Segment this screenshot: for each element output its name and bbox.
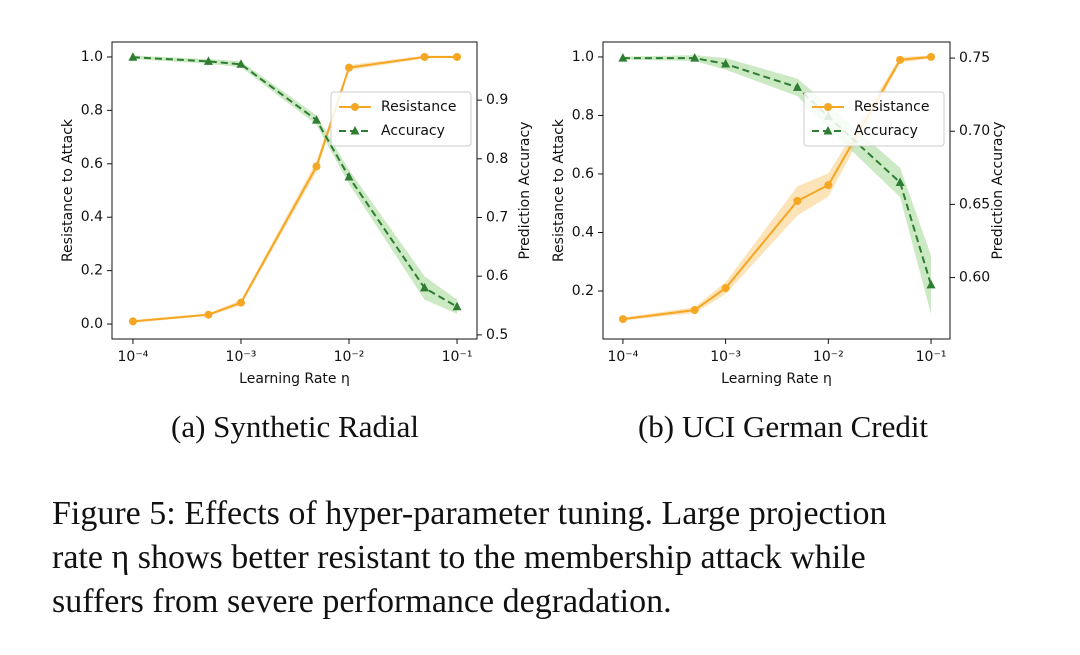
legend-label: Resistance bbox=[854, 99, 929, 115]
marker bbox=[420, 52, 429, 61]
y2-axis-label: Prediction Accuracy bbox=[990, 122, 1006, 260]
y2-tick-label: 0.60 bbox=[959, 270, 990, 286]
y-tick-label: 1.0 bbox=[81, 49, 103, 65]
x-tick-label: 10⁻⁴ bbox=[607, 349, 638, 365]
x-axis-label: Learning Rate η bbox=[239, 371, 350, 387]
marker bbox=[618, 53, 628, 62]
y-tick-label: 0.6 bbox=[572, 166, 594, 182]
y-tick-label: 0.6 bbox=[81, 156, 103, 172]
marker bbox=[203, 56, 213, 65]
marker bbox=[452, 301, 462, 311]
marker bbox=[128, 317, 137, 326]
y2-tick-label: 0.70 bbox=[959, 123, 990, 139]
y-tick-label: 0.8 bbox=[81, 102, 103, 118]
plot-frame bbox=[111, 41, 478, 340]
legend-marker bbox=[824, 103, 832, 111]
x-tick-label: 10⁻³ bbox=[226, 349, 257, 365]
marker bbox=[721, 284, 730, 293]
marker bbox=[236, 298, 245, 307]
marker bbox=[690, 53, 700, 62]
y-tick-label: 0.8 bbox=[572, 107, 594, 123]
y2-tick-label: 0.6 bbox=[486, 268, 508, 284]
marker bbox=[927, 52, 936, 61]
marker bbox=[312, 162, 321, 171]
subcaption: (b) UCI German Credit bbox=[638, 409, 928, 444]
marker bbox=[128, 52, 138, 61]
marker bbox=[895, 177, 905, 186]
legend-box bbox=[803, 91, 945, 147]
figure-caption: suffers from severe performance degradat… bbox=[52, 583, 672, 620]
marker bbox=[420, 282, 430, 292]
legend-marker bbox=[350, 126, 360, 135]
y2-tick-label: 0.8 bbox=[486, 151, 508, 167]
y-axis-label: Resistance to Attack bbox=[60, 118, 76, 262]
figure-caption: Figure 5: Effects of hyper-parameter tun… bbox=[52, 495, 887, 532]
marker bbox=[344, 172, 354, 181]
x-tick-label: 10⁻⁴ bbox=[118, 349, 149, 365]
x-tick-label: 10⁻¹ bbox=[916, 349, 947, 365]
y2-tick-label: 0.5 bbox=[486, 327, 508, 343]
marker bbox=[204, 310, 213, 319]
y-axis-label: Resistance to Attack bbox=[551, 118, 567, 262]
y-tick-label: 0.4 bbox=[572, 224, 594, 240]
x-tick-label: 10⁻³ bbox=[710, 349, 741, 365]
subcaption: (a) Synthetic Radial bbox=[171, 409, 419, 444]
legend-label: Accuracy bbox=[854, 123, 918, 139]
marker bbox=[793, 196, 802, 205]
marker bbox=[236, 59, 246, 68]
figure-caption: rate η shows better resistant to the mem… bbox=[52, 539, 866, 576]
marker bbox=[453, 52, 462, 61]
legend-label: Accuracy bbox=[381, 123, 445, 139]
legend-marker bbox=[823, 126, 833, 135]
y2-tick-label: 0.7 bbox=[486, 210, 508, 226]
y2-axis-label: Prediction Accuracy bbox=[517, 122, 533, 260]
marker bbox=[721, 58, 731, 68]
marker bbox=[896, 55, 905, 64]
legend-box bbox=[330, 91, 472, 147]
y2-tick-label: 0.65 bbox=[959, 196, 990, 212]
y-tick-label: 1.0 bbox=[572, 49, 594, 65]
legend-label: Resistance bbox=[381, 99, 456, 115]
x-tick-label: 10⁻² bbox=[334, 349, 365, 365]
marker bbox=[824, 181, 833, 190]
y-tick-label: 0.4 bbox=[81, 209, 103, 225]
y2-tick-label: 0.75 bbox=[959, 50, 990, 66]
y-tick-label: 0.0 bbox=[81, 316, 103, 332]
y2-tick-label: 0.9 bbox=[486, 92, 508, 108]
y-tick-label: 0.2 bbox=[81, 263, 103, 279]
marker bbox=[792, 82, 802, 91]
plot-frame bbox=[602, 41, 951, 340]
marker bbox=[311, 115, 321, 124]
marker bbox=[926, 279, 936, 289]
x-tick-label: 10⁻¹ bbox=[442, 349, 473, 365]
marker bbox=[690, 306, 699, 315]
legend-marker bbox=[351, 103, 359, 111]
y-tick-label: 0.2 bbox=[572, 283, 594, 299]
x-tick-label: 10⁻² bbox=[813, 349, 844, 365]
marker bbox=[345, 63, 354, 72]
marker bbox=[618, 315, 627, 324]
x-axis-label: Learning Rate η bbox=[721, 371, 832, 387]
